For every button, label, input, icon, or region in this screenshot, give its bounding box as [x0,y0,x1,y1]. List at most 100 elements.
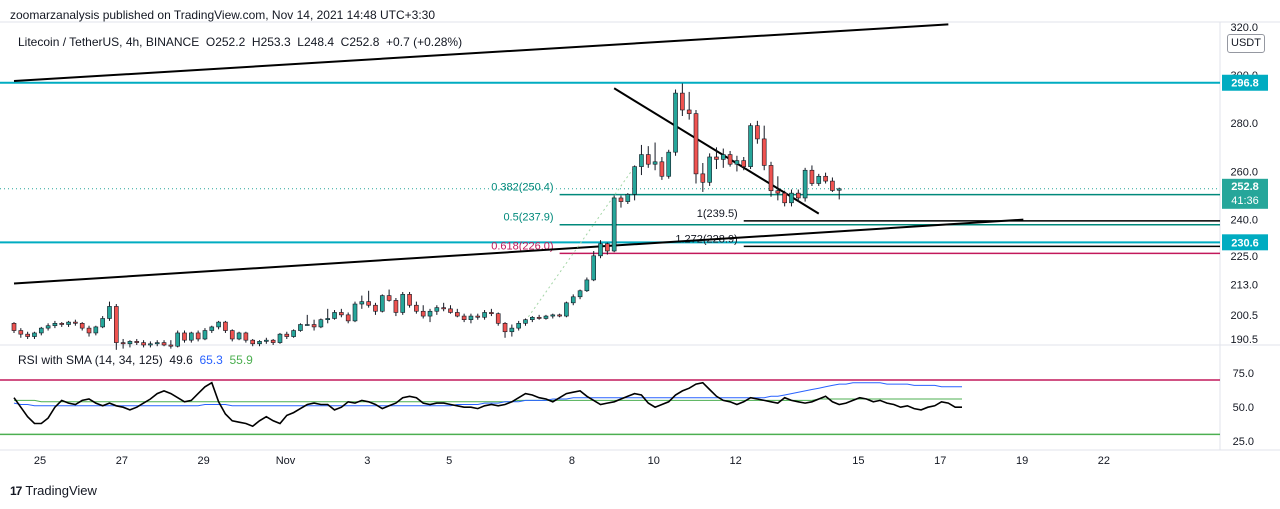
candle [45,323,51,331]
candle [175,330,180,348]
rsi-sma-green-value: 55.9 [229,353,253,367]
price-tick-label: 240.0 [1230,215,1258,227]
candle-body [264,339,269,342]
candle [141,340,146,348]
candle-body [148,343,153,346]
rsi-sma-blue-value: 65.3 [199,353,223,367]
candle-body [570,296,576,304]
rsi-tick-label: 75.0 [1233,368,1254,380]
candle [536,314,542,320]
candle [298,323,303,332]
candle-body [448,308,453,313]
candle-body [250,339,255,345]
candle [550,313,556,319]
candle [311,319,317,331]
candle-body [611,197,617,252]
candle [161,340,167,347]
candle [414,301,419,314]
time-tick-label: 5 [446,455,452,467]
candle [707,153,712,186]
candle-body [257,341,262,345]
candle-body [577,290,583,298]
candle-body [236,332,242,340]
rsi-legend[interactable]: RSI with SMA (14, 34, 125) 49.6 65.3 55.… [18,353,253,367]
projection-dotted-line [525,166,636,322]
ohlc-high: H253.3 [251,35,291,49]
rsi-line [13,381,962,428]
candle-body [11,323,17,331]
rsi-label: RSI with SMA (14, 34, 125) [18,353,163,367]
candle-body [339,312,344,316]
time-tick-label: Nov [276,455,296,467]
candle [475,313,481,320]
candle [352,301,358,323]
candle-body [618,197,624,202]
candle-body [495,313,501,324]
candle [768,161,774,197]
candle [148,341,153,348]
candle-body [175,332,180,347]
candle [509,324,515,337]
candle-body [407,294,412,306]
candle-body [509,327,515,333]
candle [659,156,665,180]
candle-body [461,315,467,320]
price-tick-label: 200.5 [1230,310,1258,322]
candle [618,195,624,208]
candle [564,301,569,318]
candle [216,320,221,330]
candle-body [789,192,794,204]
candle-body [693,113,699,175]
candle-body [523,319,528,324]
trendline-lower-channel [13,218,1024,285]
candle-body [673,92,678,153]
candle [680,83,685,117]
candle-body [420,310,426,317]
candle-body [223,321,228,331]
candle-body [59,323,65,325]
rsi-value: 49.6 [169,353,193,367]
candle [59,322,65,327]
candle [114,304,119,350]
candle-body [393,300,399,313]
candle-body [141,342,146,346]
candle [379,294,385,313]
candle-body [666,151,672,177]
candle-body [325,318,331,320]
tradingview-brand[interactable]: 17 TradingView [10,483,97,498]
candle [809,165,815,186]
candle-body [632,166,637,195]
candle-body [475,315,481,318]
candle-body [386,295,392,301]
candle [495,312,501,326]
candle-body [243,332,249,341]
candle-body [352,303,358,322]
candle-body [768,165,774,192]
candle [73,319,78,326]
candle-body [700,173,706,183]
candle-body [202,330,208,340]
candle [795,189,801,202]
candle-body [591,255,597,281]
candle [32,331,37,339]
currency-button[interactable]: USDT [1227,34,1265,53]
candle-body [802,169,808,199]
symbol-legend[interactable]: Litecoin / TetherUS, 4h, BINANCE O252.2 … [18,35,462,49]
candle-body [73,321,78,324]
fib-level-label: 0.5(237.9) [503,212,553,224]
candle-body [32,332,37,337]
candle-body [823,175,828,182]
candle-body [318,319,324,328]
candle [782,190,787,207]
rsi-tick-label: 25.0 [1233,436,1254,448]
candle [673,89,678,156]
candle [284,331,290,339]
candle [700,163,706,192]
ohlc-close: C252.8 [340,35,380,49]
candle [755,120,760,144]
candle-body [536,316,542,319]
last-price-text: 252.8 [1231,181,1259,193]
candle [748,123,753,170]
candle [489,308,494,317]
